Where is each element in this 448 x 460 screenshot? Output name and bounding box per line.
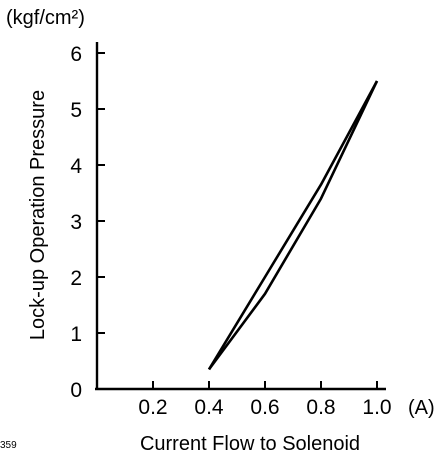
- y-tick-label: 1: [70, 323, 82, 346]
- x-tick-label: 0.4: [194, 396, 224, 419]
- lower-curve-line: [207, 80, 379, 371]
- plot-area: [207, 80, 379, 371]
- x-axis-label: Current Flow to Solenoid: [140, 433, 360, 455]
- figure-number: 359: [0, 440, 17, 451]
- y-axis-ticks: [97, 52, 105, 334]
- upper-curve-line: [207, 80, 379, 371]
- x-axis-ticks: [152, 381, 378, 389]
- y-tick-label: 3: [70, 211, 82, 234]
- x-axis-unit: (A): [408, 397, 435, 419]
- y-axis-unit: (kgf/cm²): [6, 7, 85, 29]
- y-tick-label: 2: [70, 267, 82, 290]
- y-tick-label: 6: [70, 43, 82, 66]
- y-axis-tick-labels: 0 1 2 3 4 5 6: [70, 43, 82, 402]
- x-axis-tick-labels: 0.2 0.4 0.6 0.8 1.0: [138, 396, 391, 419]
- y-tick-label: 4: [70, 155, 82, 178]
- x-tick-label: 1.0: [362, 396, 391, 419]
- x-tick-label: 0.6: [250, 396, 279, 419]
- x-tick-label: 0.8: [306, 396, 335, 419]
- y-axis-label: Lock-up Operation Pressure: [27, 90, 49, 340]
- y-tick-label: 0: [70, 379, 82, 402]
- x-tick-label: 0.2: [138, 396, 167, 419]
- y-tick-label: 5: [70, 99, 82, 122]
